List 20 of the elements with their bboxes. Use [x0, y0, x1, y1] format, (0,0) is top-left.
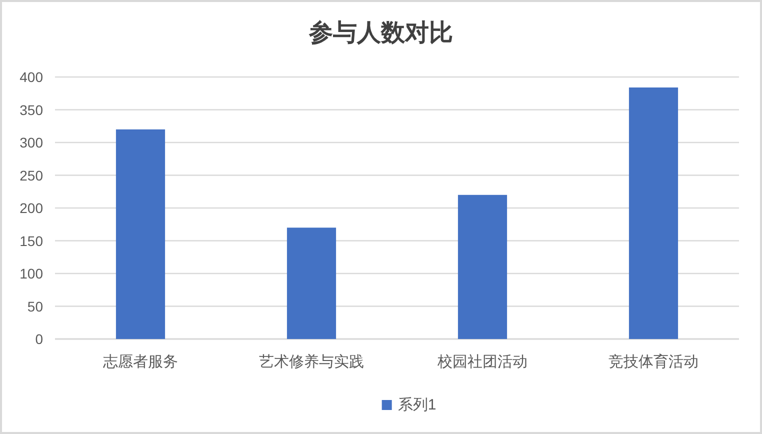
chart-title: 参与人数对比 [308, 18, 453, 46]
y-tick-label: 300 [20, 134, 44, 150]
x-tick-label: 竞技体育活动 [608, 354, 698, 370]
y-tick-label: 50 [27, 298, 44, 314]
bar [458, 194, 508, 339]
legend: 系列1 [382, 396, 436, 414]
y-tick-label: 250 [20, 167, 44, 184]
y-tick-label: 100 [20, 266, 44, 282]
y-tick-label: 400 [20, 69, 44, 85]
y-tick-label: 150 [20, 232, 44, 249]
x-tick-label: 志愿者服务 [103, 354, 178, 370]
y-tick-label: 200 [20, 200, 44, 216]
y-tick-label: 350 [20, 102, 44, 118]
bar [628, 87, 678, 339]
legend-label: 系列1 [398, 396, 436, 414]
bar [286, 228, 336, 339]
y-tick-label: 0 [35, 331, 44, 347]
x-tick-label: 艺术修养与实践 [259, 354, 364, 370]
x-tick-label: 校园社团活动 [436, 354, 528, 370]
bar [116, 129, 166, 339]
